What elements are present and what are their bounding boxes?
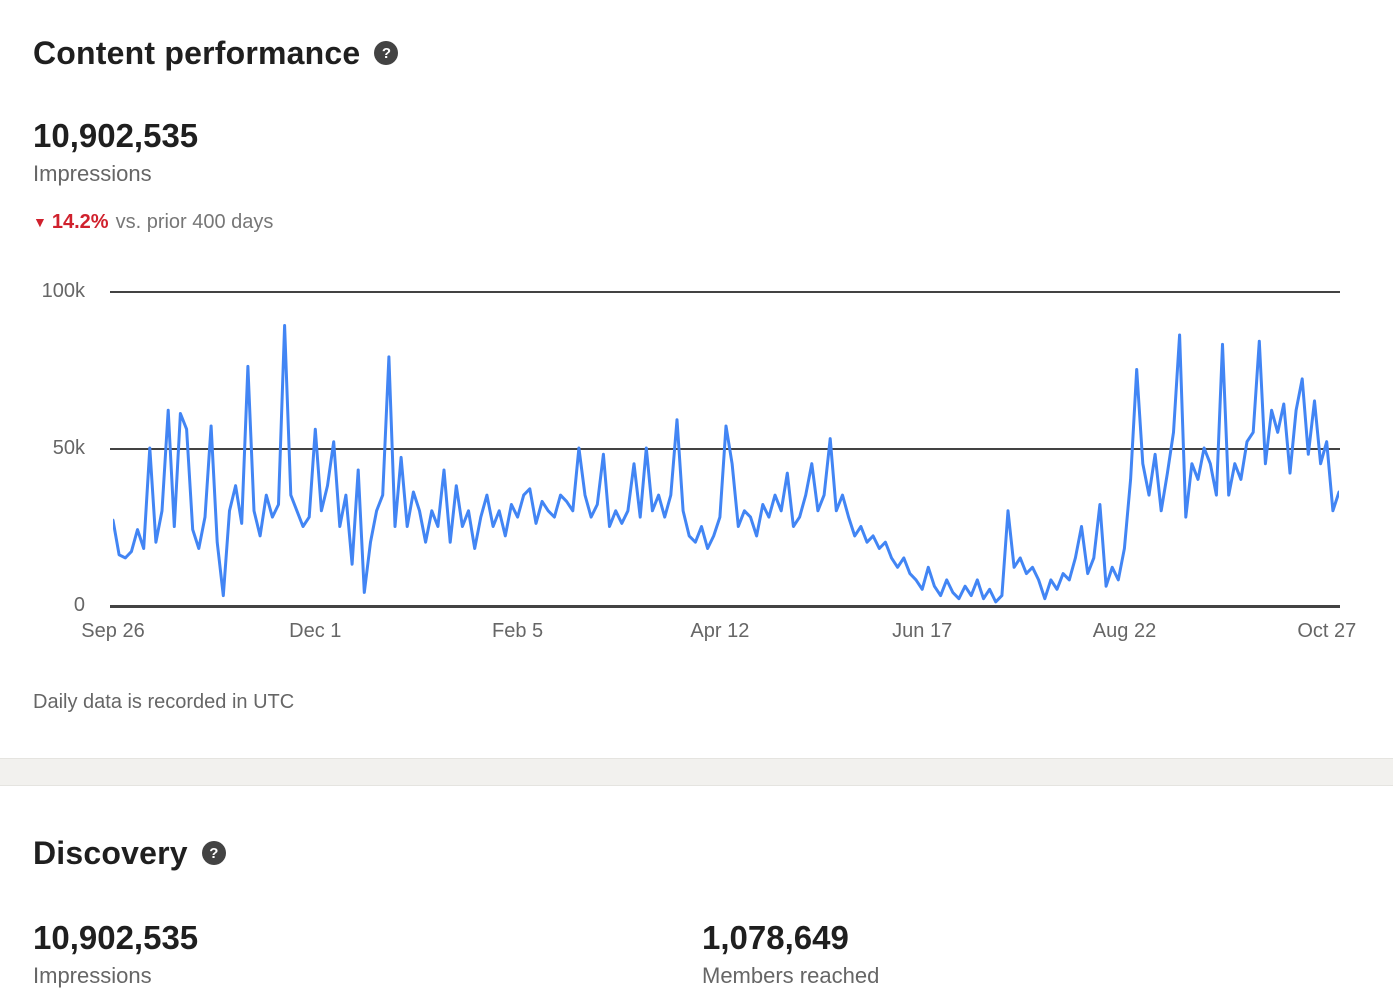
discovery-impressions-metric: 10,902,535 Impressions [33, 918, 198, 989]
x-axis-tick-aug-22: Aug 22 [1092, 620, 1157, 642]
impressions-line [113, 326, 1339, 602]
down-arrow-icon [33, 214, 47, 230]
gridline-100k [110, 291, 1340, 293]
utc-footnote: Daily data is recorded in UTC [33, 691, 295, 713]
x-axis-tick-oct-27: Oct 27 [1297, 620, 1357, 642]
content-performance-title: Content performance [33, 35, 361, 71]
y-axis-tick-100k: 100k [41, 280, 85, 302]
discovery-impressions-label: Impressions [33, 963, 152, 988]
question-mark-icon [209, 846, 218, 861]
members-reached-value: 1,078,649 [702, 919, 849, 956]
x-axis-tick-jun-17: Jun 17 [892, 620, 953, 642]
chart: 100k 50k 0 Sep 26 Dec 1 Feb 5 Apr 12 Jun 17 Aug … [0, 270, 1393, 670]
x-axis-tick-feb-5: Feb 5 [492, 620, 544, 642]
discovery-title: Discovery [33, 835, 188, 871]
impressions-summary-metric: 10,902,535 Impressions [33, 116, 198, 187]
discovery-header: Discovery [33, 834, 226, 872]
question-mark-icon [382, 46, 391, 61]
y-axis-tick-0: 0 [73, 594, 85, 616]
discovery-impressions-value: 10,902,535 [33, 919, 199, 956]
content-performance-header: Content performance [33, 34, 399, 72]
discovery-help-button[interactable] [201, 841, 226, 865]
impressions-label: Impressions [33, 161, 152, 186]
section-divider [0, 758, 1393, 786]
x-axis-tick-dec-1: Dec 1 [289, 620, 342, 642]
change-comparison: vs. prior 400 days [115, 211, 274, 233]
members-reached-metric: 1,078,649 Members reached [702, 918, 879, 989]
members-reached-label: Members reached [702, 963, 880, 988]
content-performance-help-button[interactable] [374, 41, 399, 65]
x-axis-tick-sep-26: Sep 26 [81, 620, 145, 642]
gridline-0 [110, 605, 1340, 608]
change-percent: 14.2% [51, 211, 109, 233]
impressions-chart-plot[interactable] [113, 291, 1339, 605]
change-indicator: 14.2% vs. prior 400 days [33, 210, 273, 234]
x-axis-tick-apr-12: Apr 12 [690, 620, 750, 642]
impressions-value: 10,902,535 [33, 117, 199, 154]
y-axis-tick-50k: 50k [52, 437, 85, 459]
